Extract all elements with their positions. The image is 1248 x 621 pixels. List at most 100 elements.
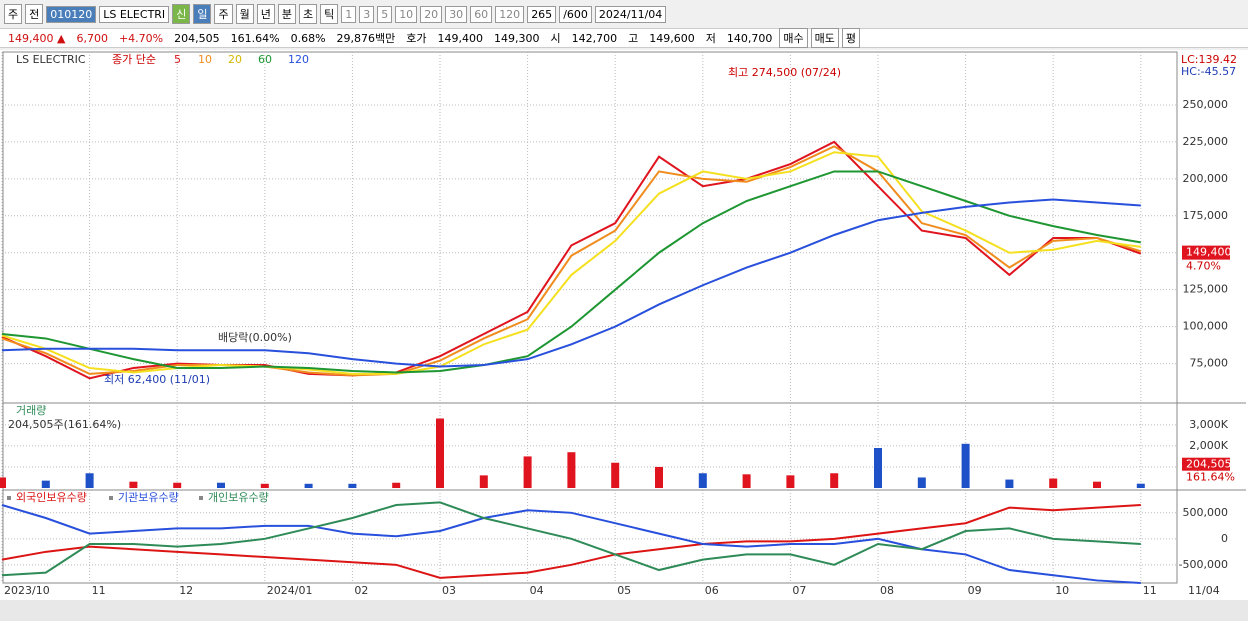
legend-swatch — [199, 496, 203, 500]
legend-entry: 외국인보유수량 — [16, 491, 87, 504]
quote-field: 204,505 — [174, 31, 220, 45]
toolbar-button[interactable]: 신 — [172, 4, 191, 24]
volume-tag-label: 204,505 — [1186, 458, 1232, 471]
y-tick-label: 225,000 — [1183, 135, 1229, 148]
toolbar-button[interactable]: 3 — [359, 5, 375, 23]
quote-field: 고 — [628, 32, 639, 45]
order-button[interactable]: 평 — [841, 28, 861, 48]
toolbar-button[interactable]: LS ELECTRI — [99, 5, 170, 23]
toolbar: 주 전 010120 LS ELECTRI 신 일 주 월 년 분 초 틱 1 3 5 10 20 30 60 120… — [0, 3, 1248, 25]
toolbar-button[interactable]: 주 — [4, 4, 23, 24]
toolbar-button[interactable]: /600 — [559, 5, 592, 23]
legend-prefix: 종가 단순 — [112, 53, 156, 66]
x-tick-label: 11 — [92, 584, 106, 597]
volume-bar — [1005, 479, 1014, 488]
series-line — [1, 501, 1141, 577]
quote-field: 149,600 — [649, 31, 695, 45]
toolbar-button[interactable]: 월 — [235, 4, 254, 24]
quote-field: 0.68% — [290, 31, 326, 45]
scrollbar[interactable] — [0, 600, 1248, 621]
volume-bar — [479, 475, 488, 488]
quote-field: 140,700 — [726, 31, 773, 45]
y-tick-label: 0 — [1221, 532, 1228, 545]
legend-entry: 10 — [198, 53, 212, 66]
toolbar-button[interactable]: 20 — [420, 5, 443, 23]
volume-bar — [655, 466, 663, 488]
y-tick-label: 200,000 — [1183, 172, 1229, 185]
volume-tag — [1182, 457, 1230, 471]
volume-bar — [567, 452, 576, 488]
series-line — [1, 170, 1141, 374]
legend-entry: 개인보유수량 — [208, 491, 269, 504]
volume-bar — [348, 483, 357, 488]
quote-field: 저 — [705, 32, 716, 45]
x-tick-label: 02 — [354, 584, 368, 597]
annotation: HC:-45.57 — [1181, 65, 1236, 78]
quote-field: 149,400 ▲ — [8, 31, 66, 45]
toolbar-button[interactable]: 일 — [193, 4, 212, 24]
volume-bar — [917, 477, 926, 488]
legend-entry: 20 — [228, 53, 242, 66]
volume-bar — [874, 448, 882, 488]
toolbar-button[interactable]: 5 — [377, 5, 393, 23]
volume-bar — [611, 462, 620, 488]
toolbar-button[interactable]: 30 — [445, 5, 468, 23]
quote-field: 149,400 — [437, 31, 484, 45]
toolbar-button[interactable]: 010120 — [46, 5, 97, 23]
price-tag-label: 149,400 — [1186, 246, 1232, 259]
pane-title: LS ELECTRIC — [16, 53, 86, 66]
toolbar-button[interactable]: 265 — [527, 5, 557, 23]
toolbar-button[interactable]: 분 — [277, 4, 296, 24]
series-line — [1, 145, 1142, 377]
x-tick-label: 11 — [1143, 584, 1157, 597]
toolbar-button[interactable]: 10 — [395, 5, 418, 23]
volume-bar — [260, 483, 269, 488]
volume-bar — [85, 473, 94, 488]
volume-bar — [129, 481, 138, 488]
volume-bar — [1136, 483, 1145, 488]
x-tick-label: 07 — [792, 584, 806, 597]
pane-title: 거래량 — [16, 404, 46, 417]
background — [0, 50, 1248, 621]
toolbar-button[interactable]: 120 — [495, 5, 525, 23]
order-button[interactable]: 매도 — [810, 28, 839, 48]
toolbar-button[interactable]: 1 — [341, 5, 357, 23]
x-tick-label: 2024/01 — [267, 584, 313, 597]
volume-bar — [436, 418, 444, 488]
y-tick-label: 500,000 — [1183, 506, 1229, 519]
legend-entry: 120 — [288, 53, 309, 66]
x-tick-label: 10 — [1055, 584, 1069, 597]
toolbar-button[interactable]: 2024/11/04 — [594, 5, 667, 23]
x-tick-label: 05 — [617, 584, 631, 597]
volume-bar — [392, 482, 401, 488]
pane-subtitle: 204,505주(161.64%) — [8, 418, 121, 431]
volume-bar — [523, 456, 532, 488]
annotation: 배당락(0.00%) — [218, 331, 292, 344]
toolbar-button[interactable]: 60 — [470, 5, 493, 23]
y-tick-label: 250,000 — [1183, 98, 1229, 111]
volume-bar — [217, 482, 225, 488]
toolbar-button[interactable]: 초 — [298, 4, 318, 24]
order-button[interactable]: 매수 — [779, 28, 808, 48]
y-tick-label: 100,000 — [1183, 320, 1229, 333]
quote-field: 시 — [550, 32, 561, 45]
toolbar-button[interactable]: 틱 — [320, 4, 339, 24]
series-line — [1, 504, 1141, 585]
toolbar-button[interactable]: 년 — [256, 4, 275, 24]
quote-field: 149,300 — [494, 31, 540, 45]
annotation: 4.70% — [1186, 260, 1221, 273]
quote-bar: 149,400 ▲ 6,700 +4.70% 204,505 161.64% 0.68% 2… — [0, 28, 1248, 48]
legend-swatch — [109, 496, 113, 500]
volume-bar — [786, 475, 795, 488]
quote-field: 29,876백만 — [336, 32, 396, 45]
y-tick-label: 175,000 — [1183, 209, 1229, 222]
y-tick-label: 3,000K — [1189, 418, 1228, 431]
toolbar-button[interactable]: 주 — [214, 4, 233, 24]
quote-field: +4.70% — [118, 31, 164, 45]
legend-entry: 60 — [258, 53, 272, 66]
toolbar-button[interactable]: 전 — [25, 4, 44, 24]
series-line — [1, 504, 1141, 579]
x-tick-label: 06 — [705, 584, 719, 597]
volume-bar — [830, 473, 839, 488]
